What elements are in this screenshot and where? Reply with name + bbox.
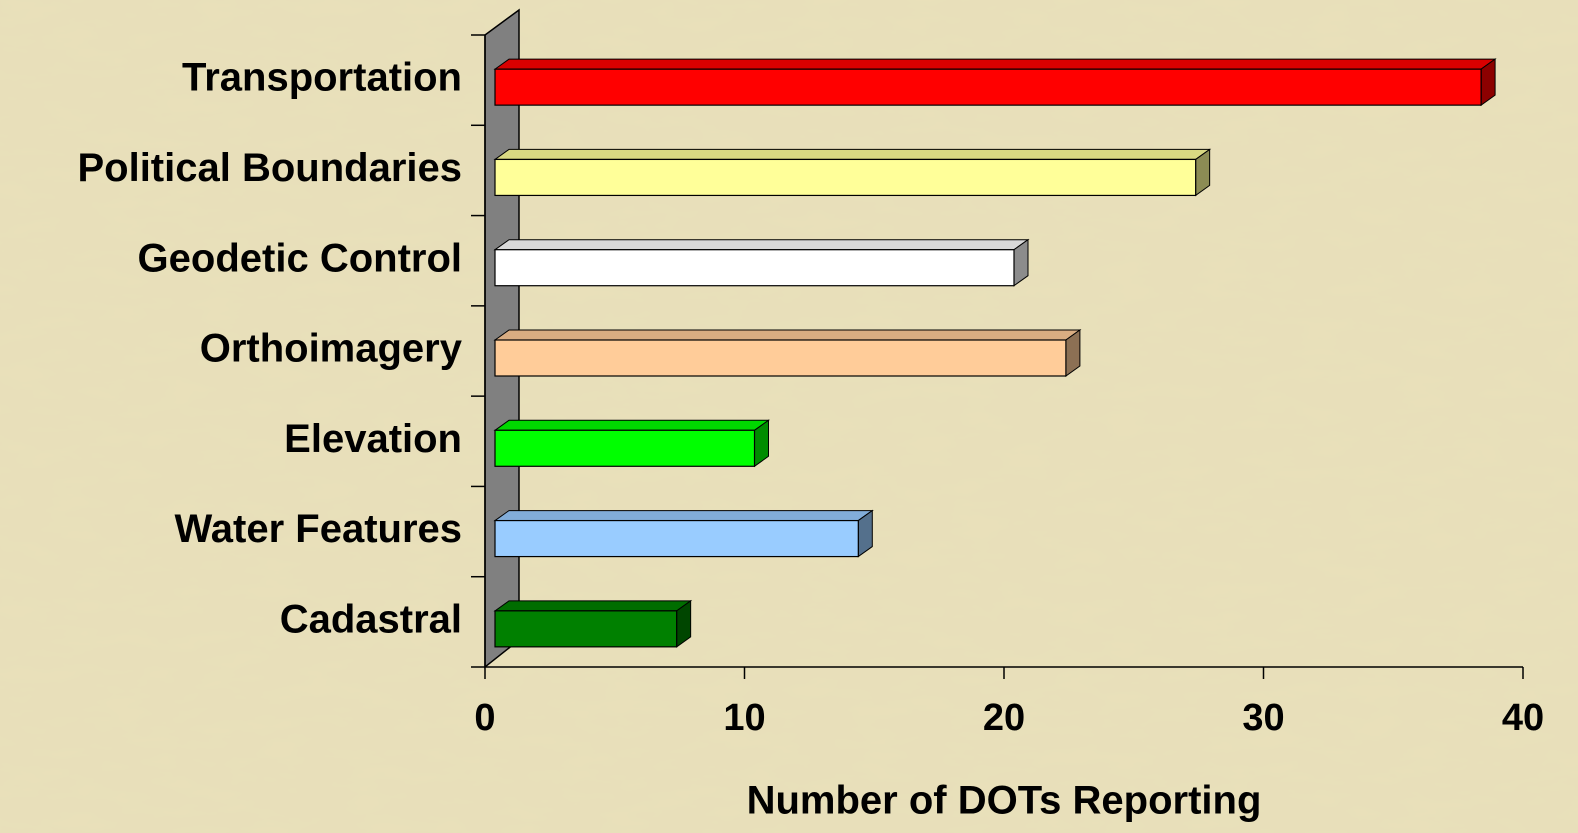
y-tick-label: Political Boundaries <box>77 146 462 190</box>
y-tick-label: Geodetic Control <box>138 236 462 280</box>
bar-top <box>493 239 1030 251</box>
y-tick-label: Cadastral <box>280 597 462 641</box>
x-axis-label: Number of DOTs Reporting <box>747 779 1262 823</box>
bar-top <box>493 58 1497 70</box>
bar <box>494 610 678 648</box>
bar-top <box>493 419 771 431</box>
y-tick-label: Elevation <box>284 417 462 461</box>
bar-top <box>493 600 693 612</box>
x-tick-label: 20 <box>983 697 1025 739</box>
bar <box>494 158 1197 197</box>
bar-top <box>493 148 1212 160</box>
x-tick-label: 0 <box>474 697 495 739</box>
bar-top <box>493 510 874 522</box>
bar-top <box>493 329 1082 341</box>
bar <box>494 68 1482 106</box>
x-tick-label: 40 <box>1502 697 1544 739</box>
bar <box>494 339 1067 377</box>
x-tick-label: 10 <box>723 697 765 739</box>
y-tick-label: Water Features <box>175 507 463 551</box>
bar <box>494 429 756 467</box>
bar <box>494 249 1015 287</box>
x-tick-label: 30 <box>1242 697 1284 739</box>
y-tick-label: Orthoimagery <box>200 327 463 371</box>
y-tick-label: Transportation <box>182 56 462 100</box>
bar <box>494 519 859 558</box>
